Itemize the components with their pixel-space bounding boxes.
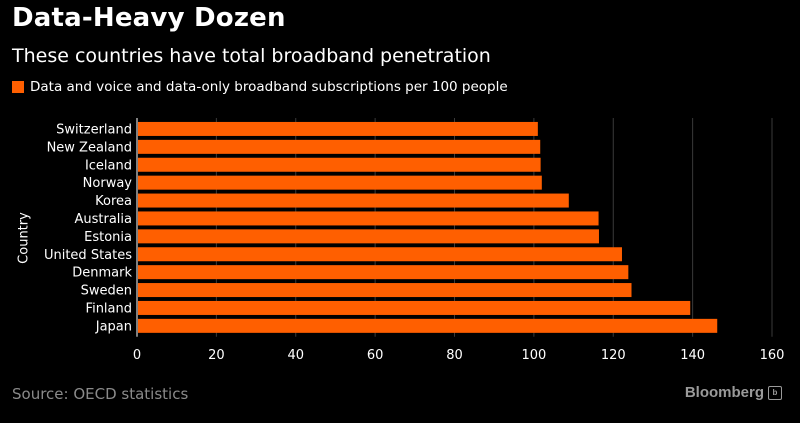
- x-tick-label: 80: [446, 348, 463, 363]
- x-tick-label: 0: [133, 348, 141, 363]
- bar: [138, 211, 599, 226]
- chart-subtitle: These countries have total broadband pen…: [12, 45, 491, 67]
- y-tick-label: Sweden: [81, 284, 132, 299]
- y-tick-label: Australia: [74, 212, 132, 227]
- x-tick-label: 60: [367, 348, 384, 363]
- chart-title: Data-Heavy Dozen: [12, 3, 286, 33]
- x-tick-label: 160: [760, 348, 785, 363]
- x-tick-label: 100: [521, 348, 546, 363]
- y-tick-label: Korea: [95, 194, 132, 209]
- y-tick-label: New Zealand: [47, 140, 132, 155]
- bar: [138, 283, 632, 298]
- chart-legend: Data and voice and data-only broadband s…: [12, 79, 508, 95]
- bar: [138, 247, 622, 262]
- y-axis-label: Country: [16, 212, 32, 264]
- brand-name: Bloomberg: [684, 384, 764, 401]
- y-tick-label: Estonia: [84, 230, 132, 245]
- legend-swatch: [12, 81, 24, 93]
- y-tick-label: Iceland: [85, 158, 132, 173]
- brand-logo: Bloomberg b: [685, 384, 782, 401]
- bar: [138, 265, 629, 280]
- bar: [138, 193, 569, 208]
- x-tick-label: 20: [208, 348, 225, 363]
- x-tick-label: 140: [680, 348, 705, 363]
- bar: [138, 175, 542, 190]
- bar: [138, 157, 541, 172]
- bar: [138, 300, 691, 315]
- x-tick-label: 120: [601, 348, 626, 363]
- y-tick-label: Norway: [83, 176, 133, 191]
- bar: [138, 139, 541, 154]
- legend-label: Data and voice and data-only broadband s…: [30, 79, 508, 95]
- bar: [138, 229, 599, 244]
- y-tick-label: United States: [44, 248, 132, 263]
- source-note: Source: OECD statistics: [12, 385, 189, 403]
- y-tick-label: Japan: [95, 319, 132, 334]
- bar: [138, 318, 718, 333]
- x-tick-label: 40: [287, 348, 304, 363]
- y-tick-label: Denmark: [72, 266, 132, 281]
- y-tick-label: Switzerland: [56, 122, 132, 137]
- bar: [138, 121, 538, 136]
- bloomberg-logo-icon: b: [768, 385, 782, 400]
- y-tick-label: Finland: [86, 301, 132, 316]
